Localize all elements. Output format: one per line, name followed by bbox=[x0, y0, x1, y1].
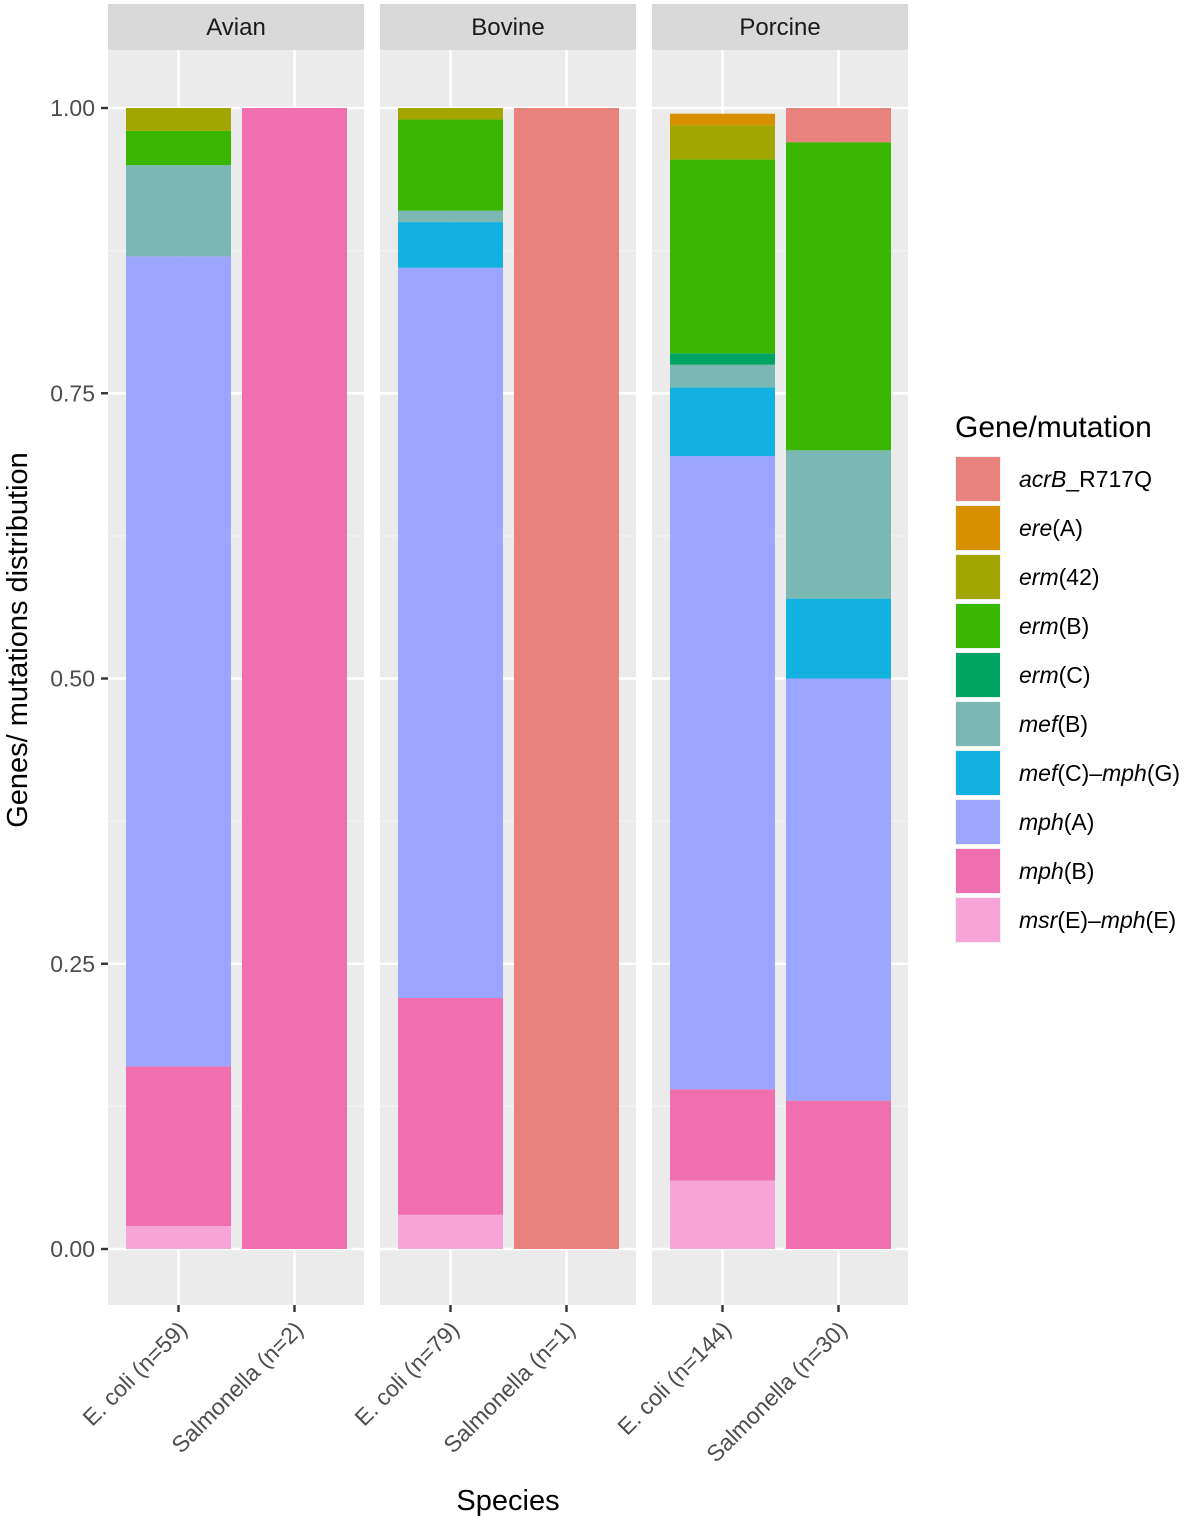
bar-segment bbox=[242, 108, 347, 1249]
legend-key bbox=[956, 555, 1000, 599]
y-axis-title: Genes/ mutations distribution bbox=[2, 452, 34, 828]
y-tick-label: 0.75 bbox=[50, 380, 95, 406]
x-tick-label: E. coli (n=79) bbox=[349, 1316, 464, 1431]
x-tick-label: E. coli (n=144) bbox=[612, 1316, 736, 1440]
bar-segment bbox=[398, 108, 503, 120]
bar-segment bbox=[670, 456, 775, 1090]
bar-segment bbox=[786, 678, 891, 1101]
bar-segment bbox=[670, 364, 775, 388]
legend-key bbox=[956, 604, 1000, 648]
legend-item: mef(C)–mph(G) bbox=[955, 750, 1180, 796]
bar-segment bbox=[126, 108, 231, 131]
facet-strip bbox=[108, 4, 364, 50]
legend: Gene/mutation acrB_R717Q ere(A) erm(42) erm… bbox=[955, 411, 1180, 943]
legend-label: mph(B) bbox=[1019, 858, 1094, 884]
bar-segment bbox=[670, 353, 775, 365]
facet-label: Bovine bbox=[471, 14, 544, 41]
legend-key bbox=[956, 849, 1000, 893]
bar-segment bbox=[670, 125, 775, 160]
bar-segment bbox=[514, 108, 619, 1249]
legend-item: msr(E)–mph(E) bbox=[955, 897, 1176, 943]
facet-strip bbox=[652, 4, 908, 50]
bar-segment bbox=[398, 267, 503, 998]
y-tick-label: 0.50 bbox=[50, 666, 95, 692]
bar-segment bbox=[398, 119, 503, 211]
bar-segment bbox=[126, 1066, 231, 1227]
bar-segment bbox=[670, 1180, 775, 1249]
legend-item: erm(B) bbox=[955, 603, 1089, 649]
legend-key bbox=[956, 506, 1000, 550]
legend-label: msr(E)–mph(E) bbox=[1019, 907, 1176, 933]
facet-label: Porcine bbox=[739, 14, 820, 41]
bar-segment bbox=[670, 113, 775, 126]
legend-label: mef(C)–mph(G) bbox=[1019, 760, 1180, 786]
legend-key bbox=[956, 751, 1000, 795]
y-tick-label: 1.00 bbox=[50, 95, 95, 121]
bar-segment bbox=[126, 1226, 231, 1249]
legend-key bbox=[956, 653, 1000, 697]
bar-segment bbox=[786, 108, 891, 143]
legend-item: mph(B) bbox=[955, 848, 1094, 894]
bar-segment bbox=[670, 1089, 775, 1181]
x-axis-title: Species bbox=[456, 1485, 559, 1517]
legend-label: erm(42) bbox=[1019, 564, 1100, 590]
legend-item: erm(C) bbox=[955, 652, 1091, 698]
bar-segment bbox=[786, 450, 891, 599]
legend-item: acrB_R717Q bbox=[955, 456, 1152, 502]
bar-segment bbox=[398, 1214, 503, 1249]
x-tick-label: E. coli (n=59) bbox=[77, 1316, 192, 1431]
legend-key bbox=[956, 800, 1000, 844]
legend-label: ere(A) bbox=[1019, 515, 1083, 541]
bar-segment bbox=[670, 387, 775, 457]
legend-item: erm(42) bbox=[955, 554, 1100, 600]
legend-key bbox=[956, 702, 1000, 746]
bar-segment bbox=[126, 256, 231, 1067]
bar-segment bbox=[786, 142, 891, 451]
legend-item: ere(A) bbox=[955, 505, 1083, 551]
legend-key bbox=[956, 898, 1000, 942]
bar-segment bbox=[786, 598, 891, 679]
legend-title: Gene/mutation bbox=[955, 411, 1152, 444]
legend-label: mef(B) bbox=[1019, 711, 1088, 737]
legend-label: erm(B) bbox=[1019, 613, 1089, 639]
legend-label: mph(A) bbox=[1019, 809, 1094, 835]
bar-segments bbox=[126, 108, 891, 1249]
bar-segment bbox=[786, 1100, 891, 1249]
legend-key bbox=[956, 457, 1000, 501]
y-tick-label: 0.25 bbox=[50, 951, 95, 977]
facet-strip bbox=[380, 4, 636, 50]
bar-segment bbox=[670, 159, 775, 354]
bar-segment bbox=[126, 165, 231, 257]
legend-item: mef(B) bbox=[955, 701, 1088, 747]
facet-label: Avian bbox=[206, 14, 266, 41]
bar-segment bbox=[398, 222, 503, 268]
bar-segment bbox=[398, 997, 503, 1215]
bar-segment bbox=[398, 210, 503, 223]
legend-label: acrB_R717Q bbox=[1019, 466, 1152, 492]
legend-label: erm(C) bbox=[1019, 662, 1091, 688]
legend-item: mph(A) bbox=[955, 799, 1094, 845]
y-tick-label: 0.00 bbox=[50, 1236, 95, 1262]
bar-segment bbox=[126, 130, 231, 166]
